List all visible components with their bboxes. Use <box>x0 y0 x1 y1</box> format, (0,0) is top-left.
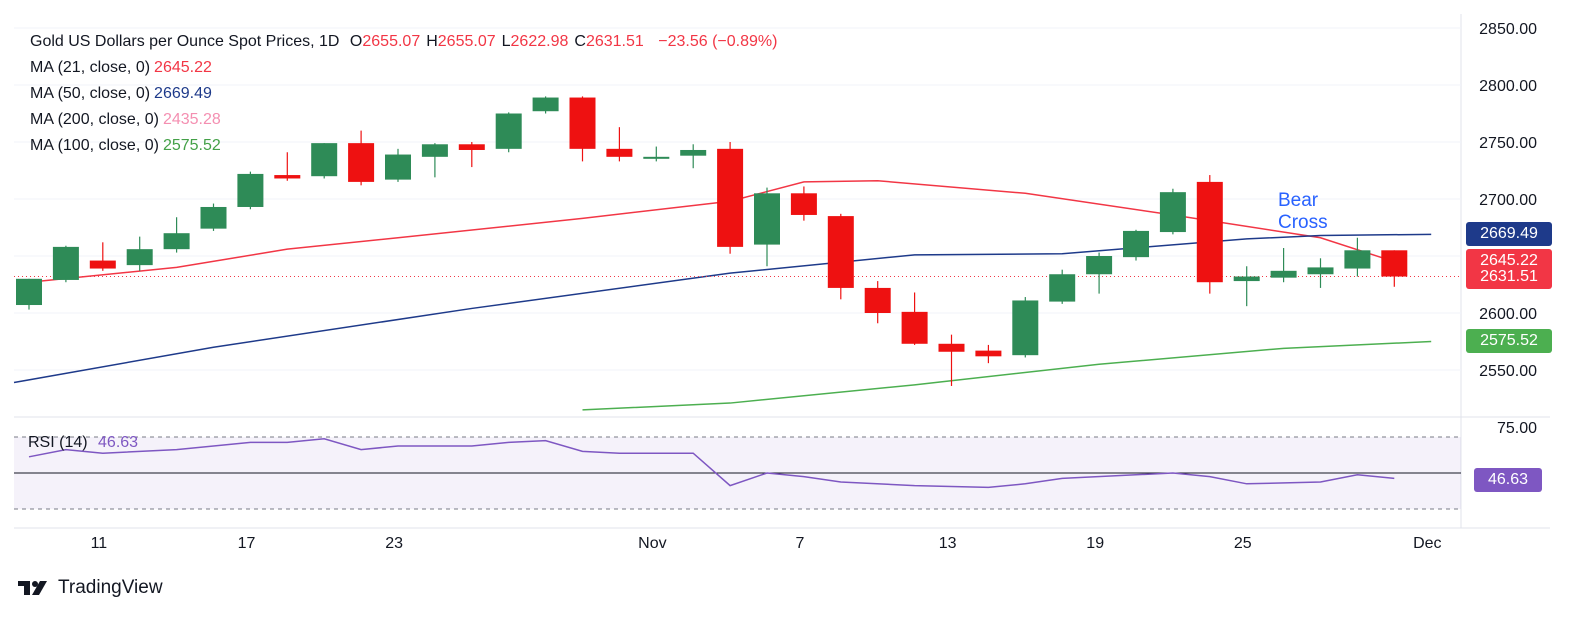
indicator-label: MA (200, close, 0) <box>30 111 159 128</box>
symbol-title: Gold US Dollars per Ounce Spot Prices, 1… <box>30 33 340 50</box>
candle-body <box>1381 250 1408 277</box>
indicator-value: 2435.28 <box>162 111 221 128</box>
ohlc-c: C2631.51 <box>574 33 644 50</box>
rsi-tick-label: 75.00 <box>1497 420 1537 437</box>
indicator-row[interactable]: MA (200, close, 0) 2435.28 <box>30 107 777 133</box>
indicator-list: MA (21, close, 0) 2645.22 MA (50, close, 0… <box>30 55 777 159</box>
candle-body <box>458 144 485 150</box>
rsi-legend: RSI (14) 46.63 <box>28 434 138 452</box>
time-tick-label: 7 <box>796 535 805 552</box>
price-badge: 2669.49 <box>1466 221 1552 246</box>
rsi-value: 46.63 <box>98 434 139 451</box>
time-tick-label: 17 <box>238 535 256 552</box>
candle-body <box>311 143 338 177</box>
price-tick-label: 2800.00 <box>1479 78 1537 95</box>
time-tick-label: Dec <box>1413 535 1441 552</box>
candle-body <box>348 143 375 182</box>
candle-body <box>1123 230 1149 258</box>
candle-body <box>864 287 891 313</box>
indicator-label: MA (100, close, 0) <box>30 137 159 154</box>
ohlc-o: O2655.07 <box>349 33 421 50</box>
candle-body <box>790 193 817 215</box>
price-tick-label: 2550.00 <box>1479 363 1537 380</box>
candle-body <box>1086 256 1113 275</box>
candle-body <box>495 113 522 149</box>
price-tick-label: 2600.00 <box>1479 306 1537 323</box>
rsi-label: RSI (14) <box>28 434 88 451</box>
candle-body <box>717 148 744 247</box>
candle-body <box>421 144 448 157</box>
time-tick-label: 23 <box>385 535 403 552</box>
time-tick-label: 25 <box>1234 535 1252 552</box>
candle-body <box>89 260 116 269</box>
candle-body <box>569 97 596 149</box>
indicator-value: 2645.22 <box>154 59 212 76</box>
indicator-row[interactable]: MA (100, close, 0) 2575.52 <box>30 133 777 159</box>
candle-body <box>1307 267 1334 275</box>
time-tick-label: 11 <box>91 535 108 552</box>
candle-body <box>1159 192 1186 233</box>
candle-body <box>1233 276 1260 282</box>
candle-body <box>532 97 559 112</box>
rsi-value-badge: 46.63 <box>1474 468 1542 492</box>
indicator-row[interactable]: MA (21, close, 0) 2645.22 <box>30 55 777 81</box>
price-change: −23.56 (−0.89%) <box>658 33 778 50</box>
candle-body <box>1196 181 1223 283</box>
candle-body <box>16 278 42 306</box>
chart-legend: Gold US Dollars per Ounce Spot Prices, 1… <box>30 29 777 159</box>
candle-body <box>827 216 854 288</box>
price-tick-label: 2750.00 <box>1479 135 1537 152</box>
ma50-line <box>13 233 1432 384</box>
candle-body <box>274 175 301 179</box>
indicator-value: 2669.49 <box>154 85 212 102</box>
rsi-line <box>28 438 1395 489</box>
candle-body <box>1012 300 1039 356</box>
candle-body <box>1270 270 1297 278</box>
candle-body <box>901 311 928 344</box>
annotation-line-1: Bear <box>1278 190 1319 211</box>
symbol-row: Gold US Dollars per Ounce Spot Prices, 1… <box>30 29 777 55</box>
price-tick-label: 2850.00 <box>1479 21 1537 38</box>
footer[interactable]: TradingView <box>18 577 163 599</box>
candle-body <box>643 156 670 159</box>
candle-body <box>975 350 1002 357</box>
indicator-row[interactable]: MA (50, close, 0) 2669.49 <box>30 81 777 107</box>
brand-name: TradingView <box>58 577 163 598</box>
annotation-line-2: Cross <box>1278 212 1328 233</box>
indicator-label: MA (21, close, 0) <box>30 59 151 76</box>
candle-body <box>126 249 153 266</box>
candle-body <box>606 148 633 157</box>
ohlc-h: H2655.07 <box>426 33 496 50</box>
ma21-line <box>28 180 1395 283</box>
candle-body <box>52 246 79 280</box>
indicator-value: 2575.52 <box>162 137 221 154</box>
indicator-label: MA (50, close, 0) <box>30 85 151 102</box>
candle-body <box>1049 274 1076 302</box>
price-badge: 2631.51 <box>1466 265 1552 290</box>
candle-body <box>200 206 227 229</box>
ohlc-values: O2655.07 H2655.07 L2622.98 C2631.51 <box>344 33 644 50</box>
price-badge: 2575.52 <box>1466 328 1552 353</box>
price-tick-label: 2700.00 <box>1479 192 1537 209</box>
bear-cross-annotation: Bear Cross <box>1278 190 1328 234</box>
candle-body <box>938 343 965 352</box>
candle-body <box>163 233 190 250</box>
time-tick-label: 13 <box>939 535 957 552</box>
candle-body <box>237 173 264 207</box>
candle-body <box>385 154 411 180</box>
time-tick-label: 19 <box>1086 535 1104 552</box>
time-tick-label: Nov <box>638 535 666 552</box>
candle-body <box>680 149 707 156</box>
candle-body <box>754 193 780 245</box>
ohlc-l: L2622.98 <box>501 33 569 50</box>
candle-body <box>1344 250 1371 269</box>
tradingview-logo-icon <box>18 579 52 597</box>
ma100-line <box>582 340 1432 411</box>
